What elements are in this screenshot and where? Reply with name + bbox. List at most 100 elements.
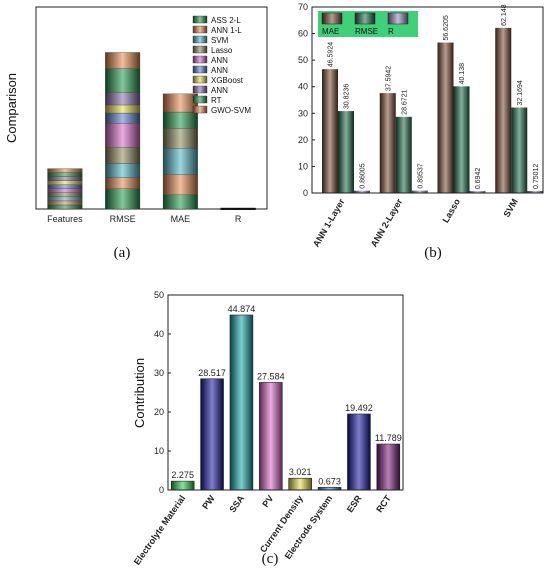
bar-segment bbox=[47, 204, 83, 210]
bar bbox=[288, 477, 312, 491]
legend-swatch bbox=[387, 12, 409, 25]
data-label: 0.75012 bbox=[533, 164, 540, 189]
bars-group: 2.275 28.517 44.874 27.584 3.021 0.673 19.492 1… bbox=[170, 304, 402, 491]
legend-swatch bbox=[192, 45, 208, 54]
data-label: 28.517 bbox=[198, 368, 226, 378]
x-tick-labels: Features RMSE MAE R bbox=[47, 214, 242, 224]
data-label: 0.6942 bbox=[475, 168, 482, 190]
bar bbox=[338, 111, 354, 193]
legend-swatch bbox=[192, 85, 208, 94]
caption: (b) bbox=[424, 245, 442, 261]
bar-segment bbox=[162, 148, 198, 175]
bar bbox=[395, 116, 412, 193]
y-tick-label: 20 bbox=[154, 407, 164, 417]
data-label: 11.789 bbox=[375, 433, 402, 443]
y-tick-label: 60 bbox=[298, 29, 308, 39]
bar-segment bbox=[47, 184, 83, 189]
y-tick-label: 0 bbox=[303, 188, 308, 198]
bar-segment bbox=[105, 188, 141, 210]
bar-segment bbox=[105, 177, 141, 189]
legend-swatch bbox=[192, 75, 208, 84]
bar-segment bbox=[47, 180, 83, 185]
y-tick-label: 50 bbox=[298, 55, 308, 65]
data-label: 27.584 bbox=[257, 371, 285, 381]
bar-segment bbox=[162, 128, 198, 149]
bars-group: 46.5924 30.8236 0.86005 37.5942 28.6721 0.895… bbox=[322, 4, 544, 194]
bar-segment bbox=[162, 174, 198, 196]
plot-frame bbox=[311, 6, 544, 194]
legend-label: XGBoost bbox=[211, 76, 244, 85]
y-tick-label: 10 bbox=[298, 161, 308, 171]
data-label: 56.6205 bbox=[443, 15, 450, 40]
bar bbox=[259, 382, 283, 491]
data-label: 19.492 bbox=[345, 403, 373, 413]
caption: (c) bbox=[262, 551, 279, 567]
bar bbox=[229, 314, 254, 491]
y-tick-label: 30 bbox=[298, 108, 308, 118]
x-tick-label: RMSE bbox=[110, 214, 136, 224]
bar-segment bbox=[105, 104, 141, 114]
legend-swatch bbox=[192, 95, 208, 104]
data-label: 30.8236 bbox=[344, 84, 351, 109]
y-tick-label: 40 bbox=[154, 329, 164, 339]
y-tick-label: 50 bbox=[154, 290, 164, 300]
legend-swatch bbox=[192, 25, 208, 34]
x-tick-label: ANN 2-Layer bbox=[369, 197, 405, 249]
bar-segment bbox=[162, 194, 198, 210]
bar bbox=[354, 190, 370, 193]
caption: (a) bbox=[114, 245, 131, 261]
bar bbox=[411, 190, 428, 193]
data-label: 62.148 bbox=[501, 4, 508, 26]
data-label: 32.1694 bbox=[517, 80, 524, 105]
bar-segment bbox=[47, 176, 83, 181]
bar-segment bbox=[105, 147, 141, 164]
data-label: 0.86005 bbox=[360, 163, 367, 188]
bar bbox=[437, 42, 454, 194]
x-tick-label: PV bbox=[260, 493, 275, 509]
bar-segment bbox=[105, 123, 141, 148]
data-label: 46.5924 bbox=[328, 42, 335, 67]
bar-segment bbox=[105, 68, 141, 94]
bar-segment bbox=[47, 192, 83, 198]
y-tick-label: 0 bbox=[159, 485, 164, 495]
data-label: 37.5942 bbox=[385, 66, 392, 91]
legend-label: ANN bbox=[211, 86, 228, 95]
bar-segment bbox=[47, 168, 83, 173]
legend-swatch bbox=[354, 12, 376, 25]
bar bbox=[495, 27, 512, 193]
y-axis-label: Comparison bbox=[4, 73, 19, 143]
x-tick-label: SSA bbox=[227, 493, 246, 514]
data-label: 0.89537 bbox=[417, 163, 424, 188]
bar-segment bbox=[162, 93, 198, 113]
legend-label: ANN bbox=[211, 66, 228, 75]
y-tick-label: 40 bbox=[298, 82, 308, 92]
x-tick-label: ESR bbox=[345, 493, 364, 514]
legend-label: ASS 2-L bbox=[211, 16, 241, 25]
legend-label: RMSE bbox=[355, 27, 378, 36]
bar-segment bbox=[220, 207, 256, 209]
bar bbox=[453, 86, 470, 193]
bar bbox=[469, 191, 486, 193]
x-tick-label: Lasso bbox=[440, 197, 462, 225]
bar bbox=[379, 93, 396, 193]
bar bbox=[200, 378, 224, 491]
bar bbox=[170, 480, 195, 491]
y-tick-label: 70 bbox=[298, 2, 308, 12]
chart-b: 0 10 20 30 40 50 60 70 46.5924 30.8236 0.86005 37.… bbox=[298, 2, 544, 261]
x-tick-label: SVM bbox=[501, 197, 519, 219]
bar bbox=[322, 69, 338, 193]
y-tick-label: 30 bbox=[154, 368, 164, 378]
legend-label: MAE bbox=[322, 27, 339, 36]
data-label: 3.021 bbox=[289, 467, 312, 477]
data-label: 2.275 bbox=[171, 470, 194, 480]
bar-segment bbox=[47, 172, 83, 177]
legend-swatch bbox=[321, 12, 343, 25]
legend-label: SVM bbox=[211, 36, 229, 45]
legend-label: Lasso bbox=[211, 46, 233, 55]
legend-swatch bbox=[192, 55, 208, 64]
legend-swatch bbox=[192, 15, 208, 24]
bar-segment bbox=[162, 111, 198, 129]
data-label: 28.6721 bbox=[401, 89, 408, 114]
